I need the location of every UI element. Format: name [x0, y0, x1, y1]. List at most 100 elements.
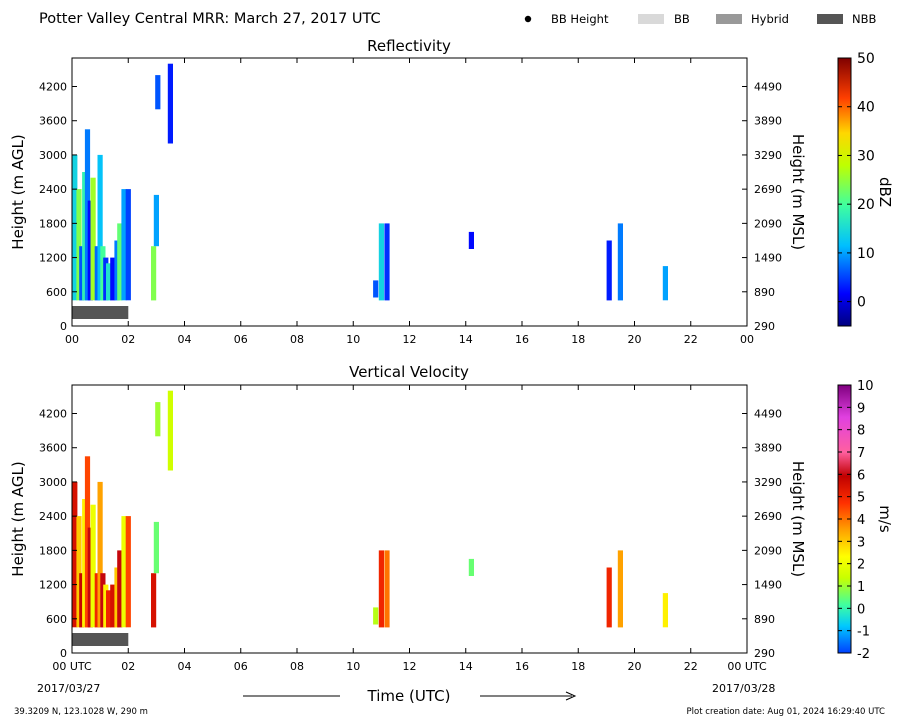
y2-tick-label: 290 [754, 320, 775, 333]
x-tick-label: 18 [571, 333, 585, 346]
velocity-echo-column [606, 567, 612, 628]
legend-swatch-nbb [817, 14, 843, 24]
reflectivity-echo-column [106, 263, 112, 301]
x-tick-label: 02 [121, 660, 135, 673]
velocity-echo-column [106, 590, 112, 628]
legend-label-nbb: NBB [852, 12, 876, 26]
colorbar-tick-label: 0 [857, 602, 865, 617]
reflectivity-echoes [72, 63, 668, 301]
x-tick-label: 14 [459, 660, 473, 673]
reflectivity-frame [71, 57, 748, 327]
y-tick-label: 3000 [39, 476, 67, 489]
x-tick-label: 00 [65, 333, 79, 346]
velocity-echo-column [87, 527, 93, 628]
y2-tick-label: 4490 [754, 408, 782, 421]
y2-tick-label: 890 [754, 613, 775, 626]
reflectivity-echo-column [72, 154, 78, 301]
reflectivity-echo-column [121, 189, 127, 301]
x-tick-label: 04 [178, 660, 192, 673]
location-text: 39.3209 N, 123.1028 W, 290 m [14, 707, 148, 717]
reflectivity-echo-column [662, 266, 668, 301]
velocity-echo-column [125, 516, 131, 628]
velocity-echo-column [76, 516, 82, 628]
reflectivity-echo-column [103, 257, 109, 301]
y2-tick-label: 3290 [754, 476, 782, 489]
end-date-label: 2017/03/28 [712, 682, 775, 695]
colorbar-tick-label: 10 [857, 379, 874, 394]
y2-tick-label: 2690 [754, 183, 782, 196]
reflectivity-echo-column [117, 223, 123, 301]
nbb-flag-bar [72, 306, 129, 319]
colorbar-tick-label: 20 [857, 197, 875, 213]
y2-tick-label: 1490 [754, 579, 782, 592]
velocity-echo-column [79, 573, 85, 628]
x-tick-label: 22 [684, 660, 698, 673]
dbz-colorbar: 0 10 20 30 40 50 dBZ [837, 51, 894, 327]
figure-title: Potter Valley Central MRR: March 27, 201… [39, 11, 381, 27]
reflectivity-echo-column [468, 231, 474, 249]
velocity-echo-column [97, 481, 103, 628]
y-tick-label: 4200 [39, 81, 67, 94]
y2-tick-label: 3890 [754, 115, 782, 128]
x-tick-label: 00 UTC [727, 660, 767, 673]
y2-tick-label: 2090 [754, 544, 782, 557]
colorbar-tick-label: 1 [857, 580, 865, 595]
bb-height-dot-icon [524, 15, 532, 23]
colorbar-tick-label: 50 [857, 51, 875, 67]
velocity-echo-column [373, 607, 379, 625]
y2-tick-label: 3890 [754, 442, 782, 455]
y-tick-label: 2400 [39, 510, 67, 523]
reflectivity-echo-column [373, 280, 379, 298]
y-tick-label: 1800 [39, 544, 67, 557]
velocity-echo-column [617, 550, 623, 628]
vertical-velocity-title: Vertical Velocity [349, 363, 469, 381]
velocity-colorbar-ticks: -2 -1 0 1 2 3 4 5 6 7 8 9 10 [838, 379, 874, 662]
x-tick-label: 04 [178, 333, 192, 346]
y-tick-label: 1200 [39, 252, 67, 265]
x-axis-label: Time (UTC) [367, 687, 451, 705]
colorbar-tick-label: 6 [857, 468, 865, 483]
y2-tick-label: 3290 [754, 149, 782, 162]
x-tick-label: 14 [459, 333, 473, 346]
reflectivity-echo-column [114, 240, 120, 301]
colorbar-tick-label: 30 [857, 148, 875, 164]
velocity-echo-column [103, 584, 109, 628]
velocity-echo-column [94, 573, 100, 628]
velocity-echo-column [468, 558, 474, 576]
colorbar-tick-label: 3 [857, 535, 865, 550]
velocity-echo-column [82, 499, 88, 628]
y-tick-label: 2400 [39, 183, 67, 196]
vertical-velocity-ylabel-left: Height (m AGL) [9, 461, 27, 576]
colorbar-tick-label: 0 [857, 295, 866, 311]
y-tick-label: 3600 [39, 442, 67, 455]
nbb-flag-bar [72, 633, 129, 646]
y-tick-label: 600 [46, 613, 67, 626]
x-tick-label: 20 [628, 660, 642, 673]
y-tick-label: 3000 [39, 149, 67, 162]
reflectivity-echo-column [606, 240, 612, 301]
x-tick-label: 00 [740, 333, 754, 346]
velocity-echo-column [117, 550, 123, 628]
colorbar-tick-label: 9 [857, 401, 865, 416]
reflectivity-echo-column [378, 223, 384, 301]
reflectivity-echo-column [94, 246, 100, 301]
colorbar-tick-label: 8 [857, 424, 865, 439]
vertical-velocity-ticks: 0 290 600 890 1200 1490 1800 2090 2400 2690 3000 32… [39, 385, 782, 673]
reflectivity-echo-column [125, 189, 131, 301]
x-tick-label: 10 [346, 660, 360, 673]
y2-tick-label: 890 [754, 286, 775, 299]
dbz-colorbar-scale [837, 57, 852, 327]
colorbar-tick-label: 4 [857, 513, 865, 528]
legend-swatch-bb [638, 14, 664, 24]
x-tick-label: 00 UTC [52, 660, 92, 673]
y-tick-label: 3600 [39, 115, 67, 128]
time-arrow-head [565, 691, 577, 701]
vertical-velocity-ylabel-right: Height (m MSL) [789, 461, 807, 577]
legend-label-bb-height: BB Height [551, 12, 609, 26]
x-tick-label: 18 [571, 660, 585, 673]
velocity-echo-column [153, 521, 159, 574]
x-tick-label: 12 [403, 660, 417, 673]
y-tick-label: 0 [60, 320, 67, 333]
vertical-velocity-frame [71, 384, 748, 654]
